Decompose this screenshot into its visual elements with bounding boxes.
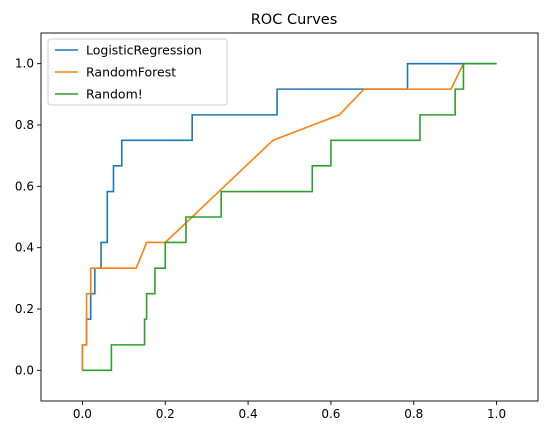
legend: LogisticRegression RandomForest Random! [47,38,228,106]
series-line-0 [81,62,497,371]
y-tick-label: 0.4 [15,241,34,255]
axes-frame [40,32,539,402]
x-tick-label: 0.0 [73,407,92,421]
chart-title: ROC Curves [251,12,338,28]
legend-box [47,38,228,106]
x-tick-label: 0.2 [156,407,175,421]
legend-label-0: LogisticRegression [86,43,202,58]
y-tick-label: 0.8 [15,118,34,132]
plot-area [81,62,497,372]
y-tick-label: 0.6 [15,179,34,193]
x-tick-label: 1.0 [487,407,506,421]
y-tick-label: 1.0 [15,57,34,71]
x-tick-label: 0.4 [239,407,258,421]
axes: 0.0 0.2 0.4 0.6 0.8 1.0 0.0 0.2 0.4 0.6 0.8 1.0 [15,32,539,421]
legend-label-2: Random! [86,87,143,102]
legend-label-1: RandomForest [86,65,176,80]
x-tick-label: 0.8 [404,407,423,421]
series-line-1 [81,62,497,371]
y-tick-label: 0.2 [15,302,34,316]
y-tick-label: 0.0 [15,363,34,377]
x-tick-label: 0.6 [321,407,340,421]
series-line-2 [82,62,497,372]
